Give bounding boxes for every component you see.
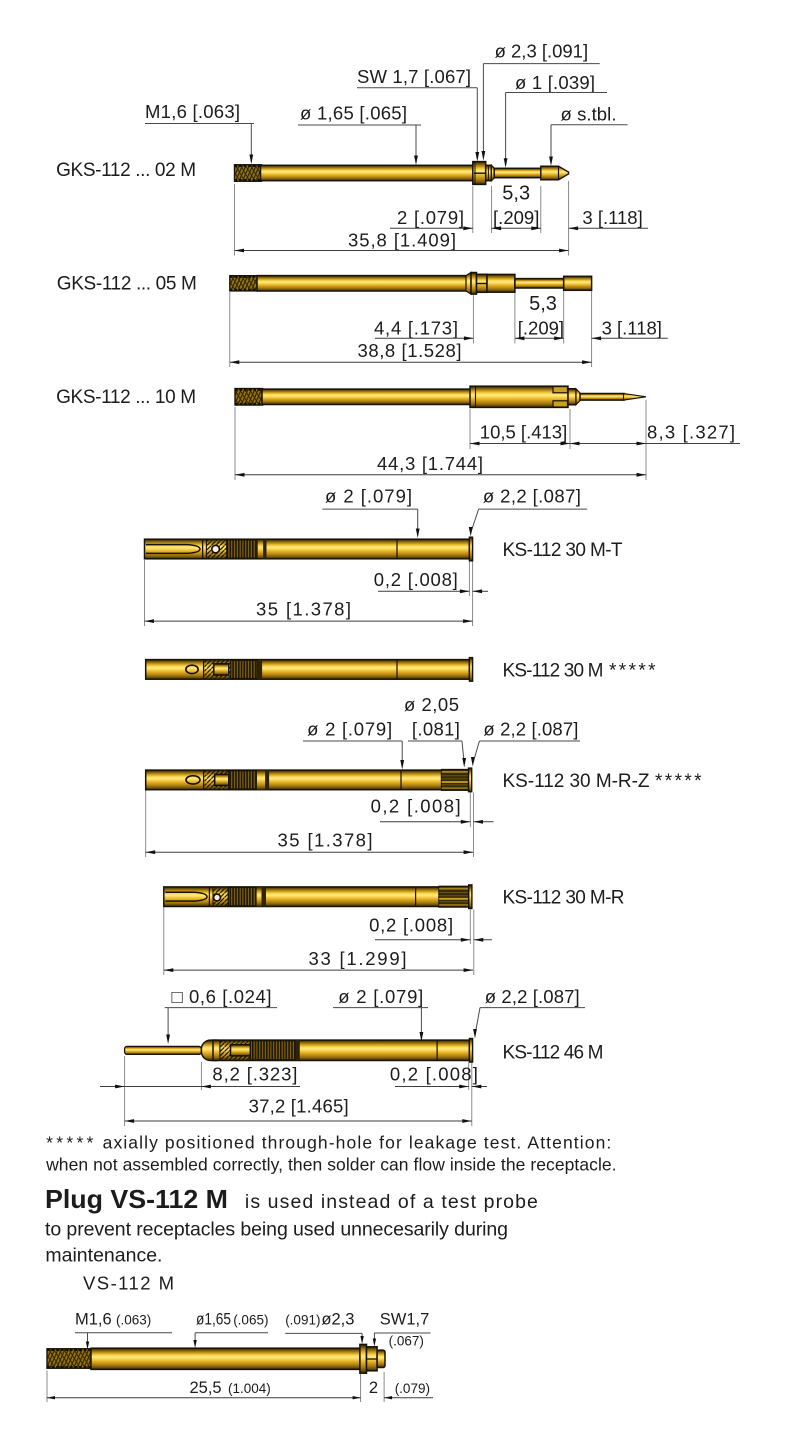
svg-text:5,3: 5,3 <box>502 183 530 205</box>
svg-text:(1.004): (1.004) <box>228 1381 271 1396</box>
svg-text:2 [.079]: 2 [.079] <box>397 207 464 228</box>
svg-text:0,2 [.008]: 0,2 [.008] <box>374 569 458 590</box>
svg-text:ø1,65: ø1,65 <box>196 1311 231 1329</box>
svg-text:33 [1.299]: 33 [1.299] <box>309 948 407 969</box>
svg-text:[.209]: [.209] <box>493 207 539 228</box>
svg-text:SW 1,7 [.067]: SW 1,7 [.067] <box>357 66 471 87</box>
svg-text:Plug VS-112 M: Plug VS-112 M <box>45 1184 228 1214</box>
svg-text:4,4 [.173]: 4,4 [.173] <box>374 318 458 339</box>
svg-text:KS-112 30 M-T: KS-112 30 M-T <box>503 540 623 561</box>
svg-text:ø 2,3 [.091]: ø 2,3 [.091] <box>495 41 588 62</box>
svg-text:***** axially positioned throu: ***** axially positioned through-hole fo… <box>46 1132 611 1152</box>
svg-text:38,8 [1.528]: 38,8 [1.528] <box>358 340 462 361</box>
svg-text:5,3: 5,3 <box>529 293 557 315</box>
svg-text:ø 2,05: ø 2,05 <box>404 694 459 715</box>
svg-text:ø 2 [.079]: ø 2 [.079] <box>307 718 392 739</box>
svg-text:M1,6 [.063]: M1,6 [.063] <box>145 101 240 122</box>
svg-text:10,5 [.413]: 10,5 [.413] <box>480 422 567 443</box>
svg-text:[.081]: [.081] <box>412 718 460 739</box>
svg-text:ø s.tbl.: ø s.tbl. <box>561 103 617 124</box>
svg-text:maintenance.: maintenance. <box>45 1244 162 1266</box>
svg-text:(.065): (.065) <box>233 1313 268 1328</box>
svg-text:SW1,7: SW1,7 <box>380 1311 430 1329</box>
svg-text:37,2 [1.465]: 37,2 [1.465] <box>249 1095 349 1116</box>
svg-text:ø 2,2 [.087]: ø 2,2 [.087] <box>483 485 581 506</box>
svg-text:8,2 [.323]: 8,2 [.323] <box>212 1064 297 1085</box>
svg-text:when not assembled correctly,: when not assembled correctly, then solde… <box>45 1154 617 1174</box>
svg-text:GKS-112 ... 10 M: GKS-112 ... 10 M <box>56 387 196 408</box>
svg-text:44,3 [1.744]: 44,3 [1.744] <box>377 453 483 474</box>
svg-text:(.091): (.091) <box>285 1313 320 1328</box>
svg-text:ø 2,2 [.087]: ø 2,2 [.087] <box>483 718 578 739</box>
svg-text:□ 0,6 [.024]: □ 0,6 [.024] <box>172 986 272 1007</box>
svg-text:0,2 [.008]: 0,2 [.008] <box>371 796 461 817</box>
svg-text:35,8 [1.409]: 35,8 [1.409] <box>348 230 456 251</box>
svg-text:KS-112 46 M: KS-112 46 M <box>503 1043 604 1064</box>
svg-text:(.067): (.067) <box>389 1334 424 1349</box>
svg-text:GKS-112 ... 05 M: GKS-112 ... 05 M <box>57 273 197 294</box>
svg-text:8,3 [.327]: 8,3 [.327] <box>647 422 735 443</box>
svg-text:(.063): (.063) <box>116 1313 151 1328</box>
svg-text:ø2,3: ø2,3 <box>321 1311 354 1329</box>
svg-text:0,2 [.008]: 0,2 [.008] <box>390 1064 478 1085</box>
svg-text:is used instead of a test prob: is used instead of a test probe <box>245 1191 538 1213</box>
svg-text:GKS-112 ... 02 M: GKS-112 ... 02 M <box>56 160 196 181</box>
svg-text:KS-112 30 M-R: KS-112 30 M-R <box>503 888 625 909</box>
svg-text:[.209]: [.209] <box>518 318 564 339</box>
svg-text:ø 1 [.039]: ø 1 [.039] <box>515 72 595 93</box>
svg-text:*****: ***** <box>655 771 704 792</box>
svg-text:ø 2 [.079]: ø 2 [.079] <box>338 986 423 1007</box>
svg-text:ø 2 [.079]: ø 2 [.079] <box>325 485 412 506</box>
svg-text:35 [1.378]: 35 [1.378] <box>256 598 351 619</box>
svg-text:25,5: 25,5 <box>190 1379 222 1397</box>
svg-text:ø 2,2 [.087]: ø 2,2 [.087] <box>485 986 580 1007</box>
svg-text:0,2 [.008]: 0,2 [.008] <box>369 915 453 936</box>
svg-text:(.079): (.079) <box>395 1381 430 1396</box>
svg-text:3 [.118]: 3 [.118] <box>602 318 662 339</box>
svg-text:KS-112 30 M-R-Z: KS-112 30 M-R-Z <box>503 771 650 792</box>
svg-text:VS-112 M: VS-112 M <box>83 1273 174 1294</box>
svg-text:*****: ***** <box>609 661 658 682</box>
svg-text:2: 2 <box>369 1379 378 1397</box>
svg-text:ø 1,65 [.065]: ø 1,65 [.065] <box>300 102 407 123</box>
svg-text:35 [1.378]: 35 [1.378] <box>278 830 373 851</box>
svg-text:3 [.118]: 3 [.118] <box>582 207 642 228</box>
svg-text:to prevent receptacles being u: to prevent receptacles being used unnece… <box>45 1219 508 1241</box>
svg-text:M1,6: M1,6 <box>75 1311 112 1329</box>
svg-text:KS-112 30 M: KS-112 30 M <box>503 661 604 682</box>
